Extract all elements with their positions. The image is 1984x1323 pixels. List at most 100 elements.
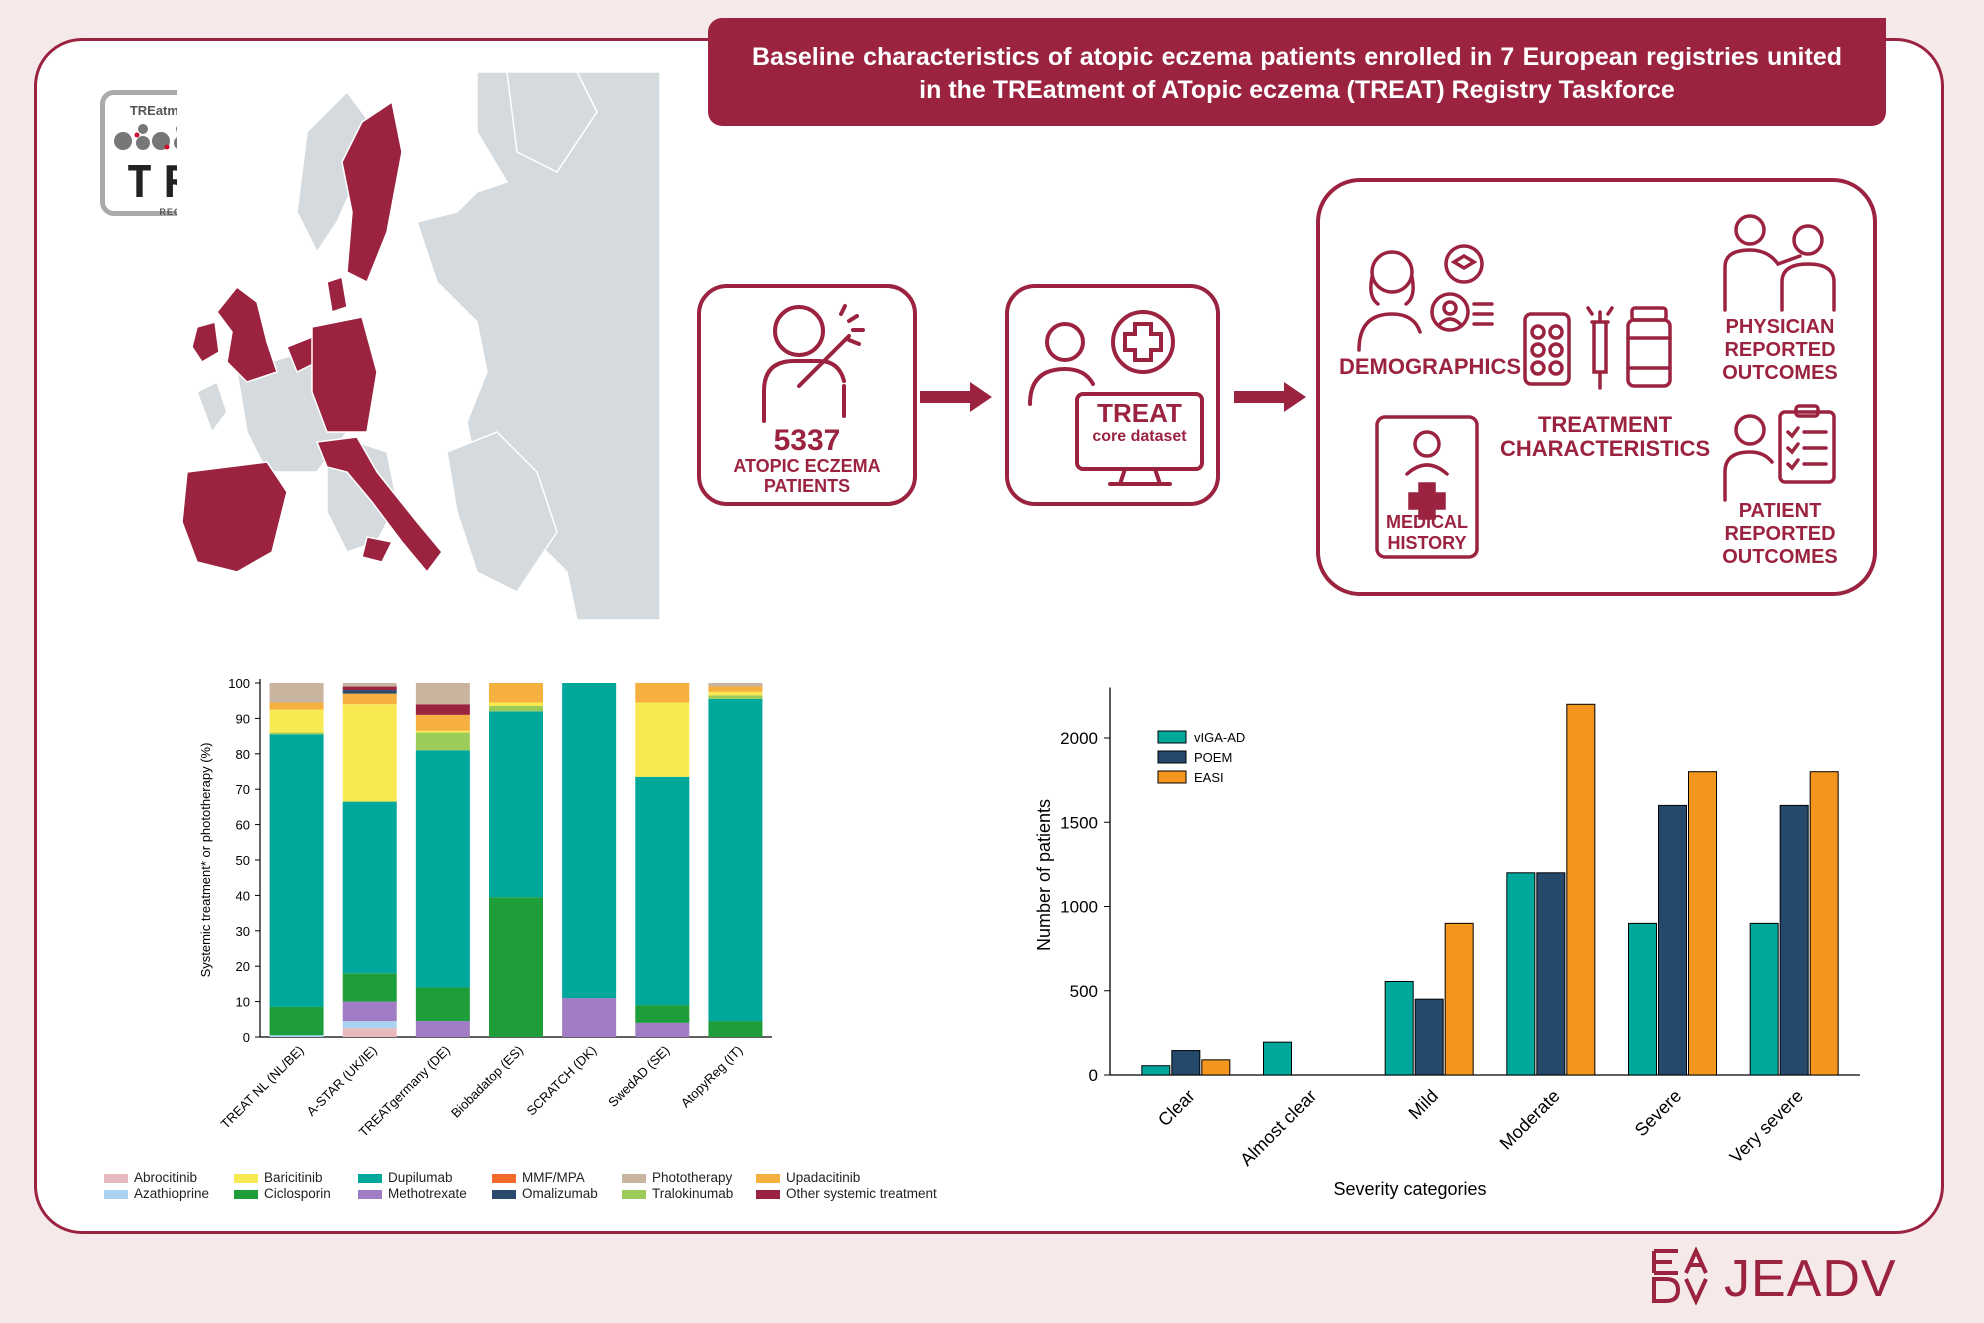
legend-label: Baricitinib <box>264 1170 323 1185</box>
legend-label: Upadacitinib <box>786 1170 861 1185</box>
spain-shape <box>181 461 288 573</box>
eastern-europe-shape <box>416 72 660 620</box>
legend-label: Other systemic treatment <box>786 1186 937 1201</box>
treatment-line1: TREATMENT <box>1537 412 1673 437</box>
bar-segment-baricitinib <box>489 702 543 707</box>
legend-item: Azathioprine <box>104 1186 209 1201</box>
legend-label: Abrocitinib <box>134 1170 198 1185</box>
medical-history-line1: MEDICAL <box>1386 512 1468 532</box>
physician-line3: OUTCOMES <box>1722 362 1838 384</box>
legend-item: Tralokinumab <box>622 1186 733 1201</box>
legend-swatch <box>104 1189 128 1199</box>
legend-swatch <box>1157 770 1187 784</box>
x-tick-label: SwedAD (SE) <box>605 1043 672 1110</box>
bar-viga-ad <box>1141 1065 1171 1076</box>
y-tick-label: 1000 <box>1060 898 1098 917</box>
bar-poem <box>1171 1050 1201 1076</box>
x-axis-label: Severity categories <box>1333 1179 1486 1199</box>
legend-item: Upadacitinib <box>756 1170 860 1185</box>
legend-label: POEM <box>1194 750 1232 765</box>
legend-label: Dupilumab <box>388 1170 453 1185</box>
bar-segment-ciclosporin <box>635 1005 690 1023</box>
bar-segment-azathioprine <box>342 1021 397 1029</box>
bar-segment-ciclosporin <box>415 987 470 1022</box>
bar-easi <box>1201 1059 1231 1076</box>
x-tick-label: Mild <box>1405 1086 1442 1123</box>
bar-segment-tralokinumab <box>269 732 324 735</box>
bar-segment-baricitinib <box>415 730 470 733</box>
arrow-right-icon <box>1234 382 1306 412</box>
y-tick-label: 70 <box>236 782 250 797</box>
sicily-shape <box>361 536 394 563</box>
bar-segment-upadacitinib <box>708 686 763 692</box>
ea-dv-logo-icon <box>1652 1247 1708 1305</box>
core-subtitle: core dataset <box>1092 428 1187 445</box>
legend-item: MMF/MPA <box>492 1170 585 1185</box>
legend-item: Abrocitinib <box>104 1170 197 1185</box>
bar-segment-ciclosporin <box>269 1006 324 1036</box>
y-tick-label: 50 <box>236 853 250 868</box>
patient-line2: REPORTED <box>1724 523 1836 545</box>
bar-segment-upadacitinib <box>635 683 690 703</box>
x-tick-label: Severe <box>1631 1086 1685 1140</box>
bar-segment-methotrexate <box>415 1021 470 1037</box>
clinician-computer-icon <box>1028 310 1204 486</box>
legend-item: Ciclosporin <box>234 1186 331 1201</box>
jeadv-logo: JEADV <box>1650 1247 1920 1308</box>
outcomes-box: DEMOGRAPHICS MEDICAL HISTORY TREATMENT C… <box>1316 178 1877 596</box>
bar-segment-dupilumab <box>635 776 690 1006</box>
treatment-line2: CHARACTERISTICS <box>1500 436 1711 461</box>
bar-segment-dupilumab <box>708 698 763 1022</box>
x-tick-label: A-STAR (UK/IE) <box>304 1043 380 1119</box>
legend-swatch <box>756 1189 780 1199</box>
bar-segment-tralokinumab <box>489 706 543 712</box>
y-tick-label: 40 <box>236 888 250 903</box>
y-axis-label: Systemic treatment* or phototherapy (%) <box>198 743 213 978</box>
y-tick-label: 30 <box>236 924 250 939</box>
bar-segment-baricitinib <box>269 709 324 733</box>
bar-segment-phototherapy <box>708 683 763 687</box>
balkans-shape <box>446 431 558 593</box>
bar-segment-baricitinib <box>708 691 763 696</box>
patient-line3: OUTCOMES <box>1722 546 1838 568</box>
bar-segment-dupilumab <box>342 801 397 974</box>
legend-swatch <box>358 1173 382 1183</box>
legend-label: Ciclosporin <box>264 1186 331 1201</box>
sweden-shape <box>341 100 403 284</box>
ireland-shape <box>196 380 228 434</box>
legend-item: Dupilumab <box>358 1170 453 1185</box>
patient-scratching-icon <box>762 304 865 423</box>
y-tick-label: 60 <box>236 818 250 833</box>
bar-viga-ad <box>1506 872 1536 1076</box>
legend-label: Phototherapy <box>652 1170 733 1185</box>
bar-poem <box>1414 998 1444 1076</box>
x-tick-label: Moderate <box>1496 1086 1564 1154</box>
bar-segment-ciclosporin <box>342 973 397 1002</box>
ireland-highlight-shape <box>191 321 220 364</box>
demographics-label: DEMOGRAPHICS <box>1338 354 1522 379</box>
patients-label-line2: PATIENTS <box>763 476 851 496</box>
legend-item: Phototherapy <box>622 1170 732 1185</box>
y-tick-label: 1500 <box>1060 813 1098 832</box>
bar-segment-abrocitinib <box>342 1028 397 1037</box>
legend-item: Omalizumab <box>492 1186 598 1201</box>
bar-segment-dupilumab <box>562 683 617 999</box>
y-tick-label: 90 <box>236 711 250 726</box>
y-tick-label: 0 <box>243 1030 250 1045</box>
physician-icon <box>1723 214 1836 312</box>
bar-segment-methotrexate <box>562 998 617 1037</box>
legend-label: vIGA-AD <box>1194 730 1245 745</box>
bar-easi <box>1688 771 1717 1076</box>
bar-easi <box>1566 703 1596 1076</box>
bar-viga-ad <box>1749 922 1779 1076</box>
y-tick-label: 0 <box>1089 1066 1098 1085</box>
legend-swatch <box>756 1173 780 1183</box>
bar-viga-ad <box>1384 980 1414 1076</box>
patients-box: 5337 ATOPIC ECZEMA PATIENTS <box>697 284 917 506</box>
x-tick-label: Almost clear <box>1236 1086 1320 1170</box>
bar-segment-baricitinib <box>635 702 690 777</box>
x-tick-label: Very severe <box>1726 1086 1807 1167</box>
italy-shape <box>315 436 443 574</box>
medical-history-icon <box>1375 415 1479 559</box>
journal-name: JEADV <box>1724 1250 1897 1308</box>
